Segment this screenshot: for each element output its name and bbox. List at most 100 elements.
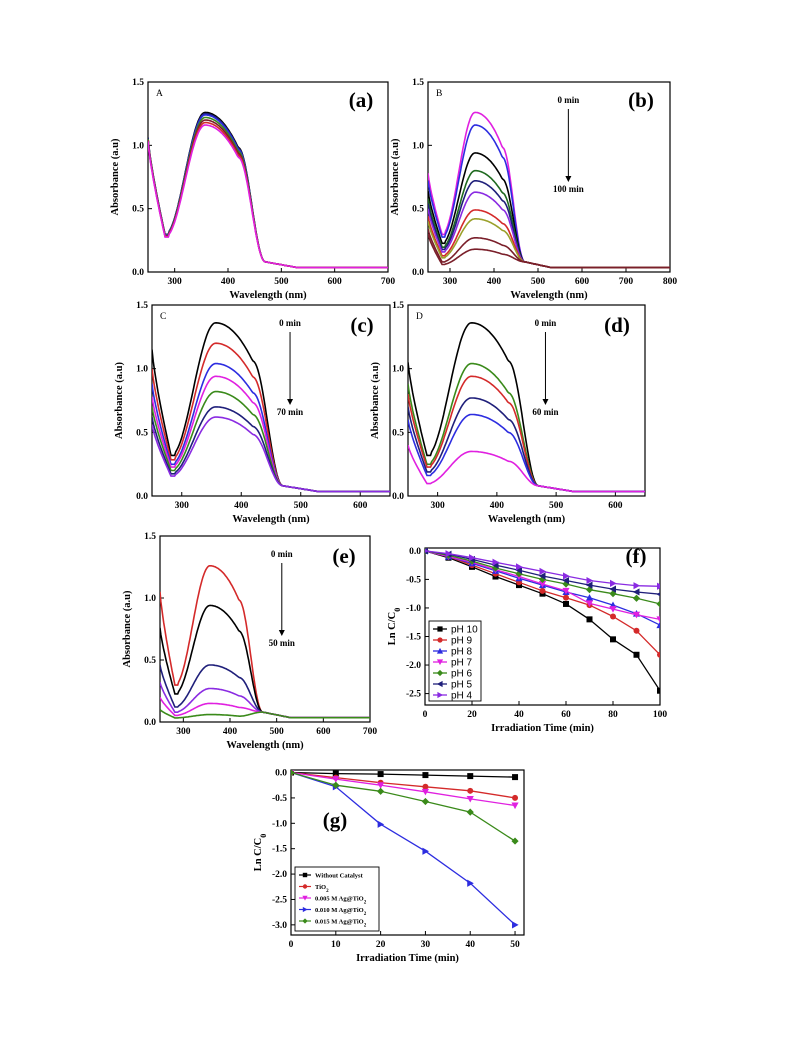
- y-tick-label: 0.0: [412, 268, 424, 278]
- x-tick-label: 80: [608, 710, 618, 720]
- legend-label: 0.005 M Ag@TiO2: [315, 896, 367, 906]
- panel-c: 300 400 500 600 0.0 0.5 1.0 1.5 Wavelength (nm) A…: [114, 301, 391, 525]
- data-point: [656, 616, 660, 623]
- y-tick-label: -0.5: [406, 575, 421, 585]
- spectrum-line-9: [428, 233, 670, 269]
- x-tick-label: 40: [465, 940, 475, 950]
- data-point: [563, 572, 570, 580]
- y-tick-label: -1.0: [272, 819, 287, 829]
- data-point: [610, 579, 617, 587]
- corner-letter: A: [156, 89, 163, 99]
- legend-label: pH 10: [451, 625, 478, 636]
- x-tick-label: 400: [490, 501, 505, 511]
- panel-label: (a): [349, 88, 374, 112]
- legend-label: 0.010 M Ag@TiO2: [315, 907, 367, 917]
- data-point: [633, 627, 640, 634]
- data-point: [585, 600, 594, 607]
- data-point: [656, 592, 660, 597]
- data-point: [563, 600, 569, 607]
- y-tick-label: 0.5: [412, 205, 424, 215]
- corner-letter: B: [436, 89, 442, 99]
- data-point: [538, 572, 546, 580]
- corner-letter: C: [160, 312, 166, 322]
- data-point: [632, 611, 641, 619]
- y-tick-label: 1.5: [412, 78, 424, 88]
- spectrum-line-6: [148, 124, 388, 269]
- data-point: [377, 771, 384, 778]
- annotation-start-time: 0 min: [557, 95, 579, 105]
- annotation-end-time: 50 min: [269, 638, 295, 648]
- data-point: [466, 808, 474, 816]
- data-point: [585, 581, 593, 589]
- x-tick-label: 60: [561, 710, 571, 720]
- time-arrow-head: [278, 630, 285, 636]
- plot-frame: [290, 769, 525, 936]
- legend-label: Without Catalyst: [315, 873, 364, 880]
- series-line-0: [291, 771, 516, 778]
- data-point: [469, 554, 476, 562]
- time-arrow-head: [542, 399, 549, 405]
- data-point: [585, 594, 594, 601]
- spectrum-line-5: [408, 444, 645, 493]
- data-point: [421, 797, 430, 806]
- spectrum-line-6: [152, 416, 390, 493]
- x-tick-label: 500: [549, 501, 564, 511]
- y-tick-label: -2.5: [272, 895, 287, 905]
- spectrum-line-4: [428, 180, 670, 269]
- data-point: [562, 587, 570, 595]
- x-tick-label: 300: [443, 277, 458, 287]
- y-tick-label: 0.0: [132, 268, 144, 278]
- y-tick-label: 1.5: [136, 301, 148, 311]
- series-line-3: [291, 771, 516, 926]
- y-axis-label-subscript: 0: [393, 608, 402, 612]
- data-point: [563, 594, 569, 601]
- data-point: [538, 580, 547, 588]
- data-point: [377, 820, 385, 828]
- y-axis-label: Ln C/C0: [253, 834, 268, 872]
- legend-box: [294, 866, 380, 932]
- spectrum-line-2: [148, 114, 388, 269]
- spectrum-line-4: [148, 119, 388, 269]
- panel-e: 300 400 500 600 700 0.0 0.5 1.0 1.5 Wavelength (n…: [122, 532, 377, 751]
- data-point: [562, 576, 569, 585]
- x-axis-label: Wavelength (nm): [488, 514, 566, 525]
- spectrum-line-1: [408, 362, 645, 493]
- data-point: [632, 594, 641, 602]
- y-tick-label: 1.5: [132, 78, 144, 88]
- data-point: [515, 566, 522, 574]
- legend-label: pH 7: [451, 658, 473, 669]
- panel-label: (b): [628, 88, 654, 112]
- data-point: [609, 606, 617, 613]
- x-tick-label: 800: [663, 277, 678, 287]
- y-axis-label: Absorbance (a.u): [390, 138, 401, 216]
- y-tick-label: 0.5: [136, 428, 148, 438]
- data-point: [422, 783, 429, 790]
- spectrum-line-6: [428, 209, 670, 269]
- data-point: [610, 636, 616, 643]
- y-tick-label: 1.5: [392, 301, 404, 311]
- x-axis-label: Wavelength (nm): [226, 740, 304, 751]
- spectrum-line-5: [148, 121, 388, 269]
- y-tick-label: 1.0: [144, 594, 156, 604]
- x-tick-label: 400: [234, 501, 249, 511]
- legend-label-subscript: 2: [364, 912, 367, 917]
- data-point: [609, 585, 616, 593]
- data-point: [512, 794, 519, 801]
- legend-label: TiO2: [315, 884, 329, 894]
- data-point: [466, 795, 474, 803]
- time-arrow-head: [287, 399, 294, 405]
- x-tick-label: 40: [514, 710, 524, 720]
- y-axis-label-subscript: 0: [259, 834, 268, 838]
- annotation-start-time: 0 min: [279, 318, 301, 328]
- spectrum-line-5: [428, 191, 670, 269]
- legend-marker: [437, 626, 443, 632]
- plot-area: [428, 111, 670, 269]
- legend-label: pH 5: [451, 680, 473, 691]
- x-tick-label: 600: [316, 727, 331, 737]
- x-tick-label: 20: [376, 940, 386, 950]
- legend-marker: [302, 918, 308, 924]
- panel-label: (g): [323, 808, 348, 832]
- x-tick-label: 0: [423, 710, 428, 720]
- y-tick-label: 1.0: [132, 141, 144, 151]
